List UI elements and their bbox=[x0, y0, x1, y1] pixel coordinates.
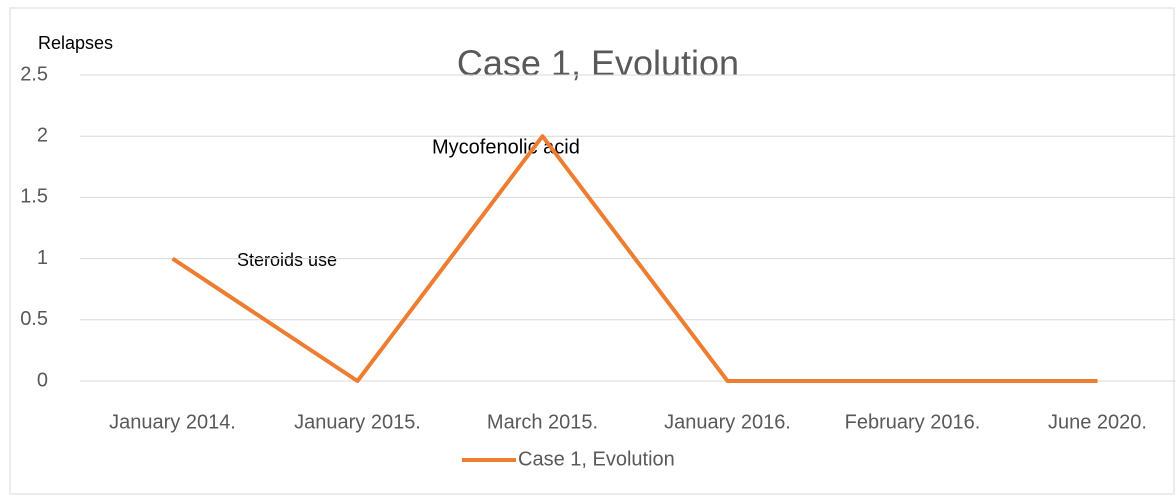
x-tick-label: January 2016. bbox=[664, 411, 791, 433]
x-tick-label: January 2015. bbox=[294, 411, 421, 433]
y-tick-label: 1.5 bbox=[20, 186, 48, 208]
y-tick-label: 2.5 bbox=[20, 63, 48, 85]
x-tick-label: January 2014. bbox=[109, 411, 236, 433]
chart-title: Case 1, Evolution bbox=[457, 43, 739, 84]
annotation: Mycofenolic acid bbox=[432, 136, 580, 158]
legend-label: Case 1, Evolution bbox=[518, 448, 675, 470]
annotation: Steroids use bbox=[237, 250, 337, 270]
x-tick-label: June 2020. bbox=[1048, 411, 1147, 433]
line-series bbox=[171, 134, 1098, 383]
chart-border bbox=[9, 7, 1175, 495]
x-tick-label: February 2016. bbox=[845, 411, 981, 433]
x-tick-label: March 2015. bbox=[487, 411, 598, 433]
y-tick-label: 1 bbox=[37, 247, 48, 269]
y-tick-label: 0 bbox=[37, 369, 48, 391]
y-axis-label: Relapses bbox=[38, 33, 113, 53]
y-tick-label: 2 bbox=[37, 124, 48, 146]
y-tick-label: 0.5 bbox=[20, 308, 48, 330]
